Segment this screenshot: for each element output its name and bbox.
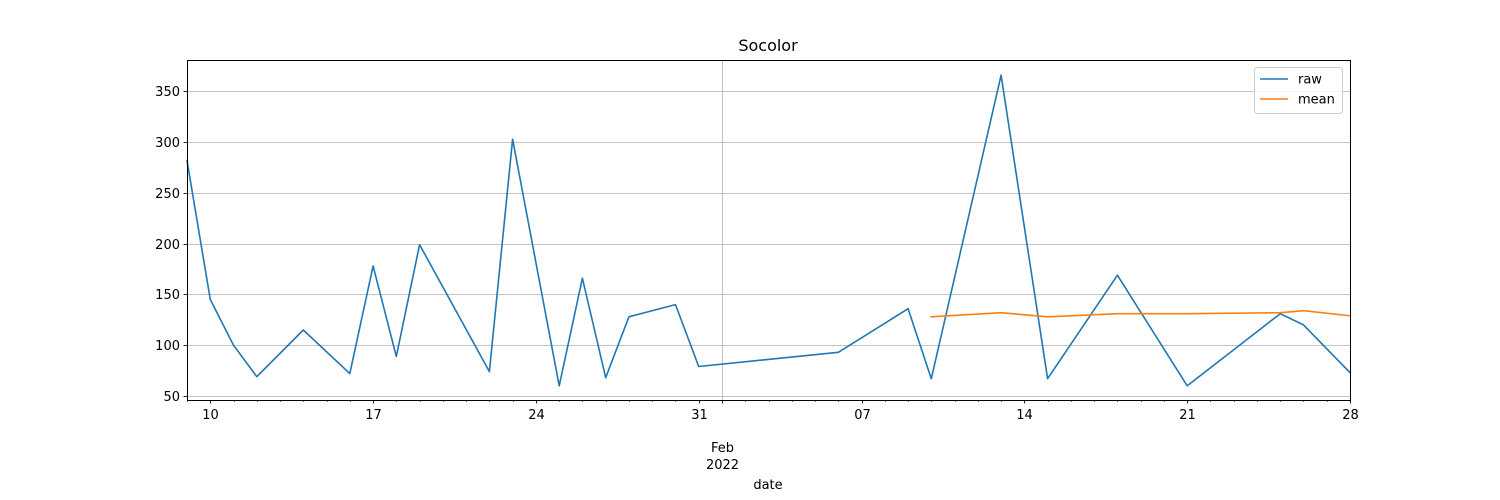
y-tick-label: 200 [155, 238, 180, 253]
x-year-label: 2022 [706, 458, 739, 473]
axis-ticks: 50 100 150 200 250 300 350 10 17 24 31 07 14 21 28 Feb 2… [155, 85, 1359, 473]
x-month-label: Feb [711, 441, 734, 456]
x-tick-label: 24 [528, 408, 545, 423]
y-tick-label: 350 [155, 85, 180, 100]
x-tick-label: 14 [1016, 408, 1033, 423]
series-line-raw [186, 74, 1352, 387]
y-tick-label: 150 [155, 288, 180, 303]
y-tick-label: 300 [155, 136, 180, 151]
legend-label-raw: raw [1298, 73, 1322, 88]
x-axis-label: date [753, 478, 782, 493]
x-tick-label: 21 [1179, 408, 1196, 423]
y-tick-label: 250 [155, 187, 180, 202]
x-tick-label: 17 [365, 408, 382, 423]
series-line-mean [930, 309, 1351, 318]
x-tick-label: 10 [202, 408, 219, 423]
legend: raw mean [1254, 67, 1343, 114]
chart-title: Socolor [738, 36, 798, 55]
y-tick-label: 50 [163, 390, 180, 405]
series-layer [186, 74, 1352, 387]
plot-frame [187, 60, 1351, 401]
x-tick-label: 31 [691, 408, 708, 423]
x-tick-label: 28 [1342, 408, 1359, 423]
x-tick-label: 07 [854, 408, 871, 423]
legend-label-mean: mean [1298, 93, 1335, 108]
y-tick-label: 100 [155, 339, 180, 354]
